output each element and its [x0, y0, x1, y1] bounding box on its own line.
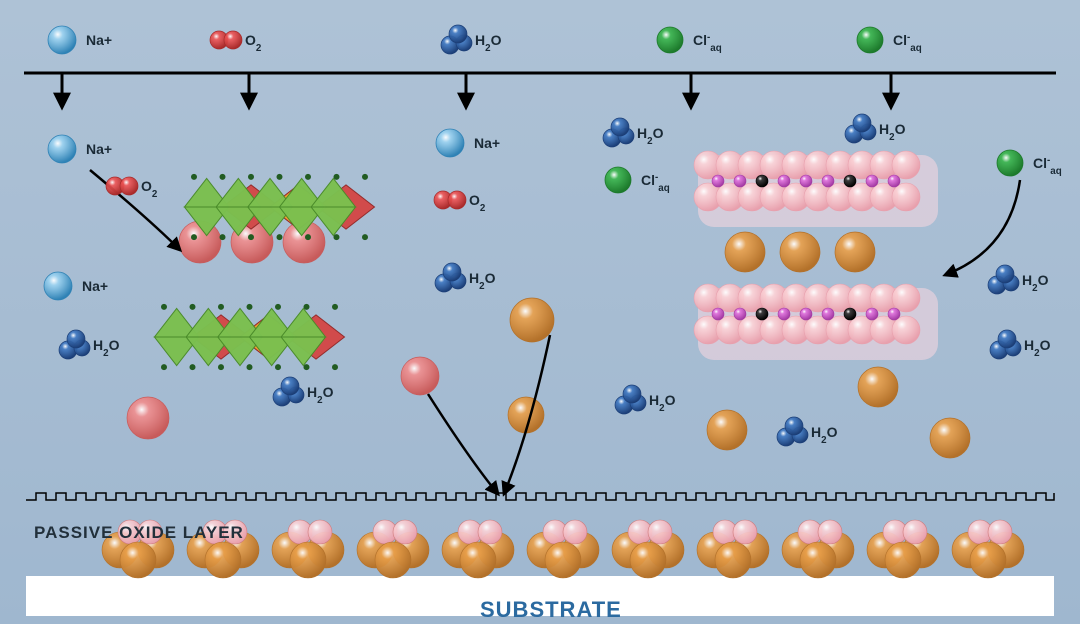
svg-text:Na+: Na+ — [86, 32, 112, 48]
diagram-root: Na+O2H2OCl-aqCl-aqNa+O2Na+H2ONa+O2H2OH2O… — [0, 0, 1080, 624]
svg-text:Na+: Na+ — [82, 278, 108, 294]
label-oxide-layer: PASSIVE OXIDE LAYER — [34, 523, 244, 543]
label-substrate: SUBSTRATE — [480, 597, 622, 623]
svg-text:Na+: Na+ — [86, 141, 112, 157]
svg-text:Na+: Na+ — [474, 135, 500, 151]
